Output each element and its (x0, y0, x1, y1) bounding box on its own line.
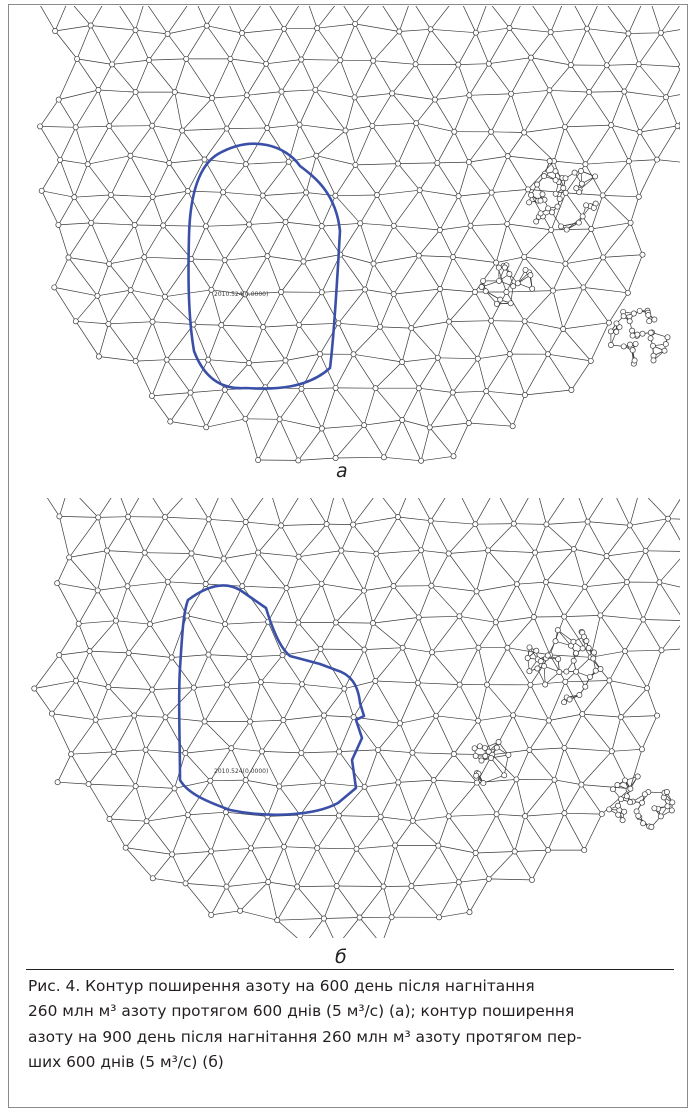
panel-label-b: б (335, 946, 347, 968)
mesh-panel-a: 2010.524(0.0000) (18, 6, 680, 474)
caption-line-1: Рис. 4. Контур поширення азоту на 600 де… (28, 977, 535, 995)
caption-line-3: азоту на 900 день після нагнітання 260 м… (28, 1027, 582, 1046)
mesh-panel-b: 2010.524(0.0000) (18, 498, 680, 938)
figure-frame (8, 4, 688, 1108)
figure-caption: Рис. 4. Контур поширення азоту на 600 де… (28, 974, 678, 1075)
nitrogen-spread-contour (177, 584, 366, 817)
caption-line-4: ших 600 днів (5 м³/с) (б) (28, 1052, 224, 1071)
triangular-mesh-b: 2010.524(0.0000) (31, 498, 680, 938)
caption-separator (26, 969, 674, 970)
nitrogen-spread-contour (187, 142, 342, 390)
triangular-mesh-a: 2010.524(0.0000) (37, 6, 680, 464)
contour-annotation: 2010.524(0.0000) (214, 291, 268, 298)
panel-label-a: а (336, 460, 348, 482)
mesh-edges (39, 6, 680, 462)
contour-annotation: 2010.524(0.0000) (214, 768, 268, 775)
mesh-nodes (37, 20, 680, 464)
caption-line-2: 260 млн м³ азоту протягом 600 днів (5 м³… (28, 1002, 575, 1021)
mesh-nodes (31, 513, 676, 924)
